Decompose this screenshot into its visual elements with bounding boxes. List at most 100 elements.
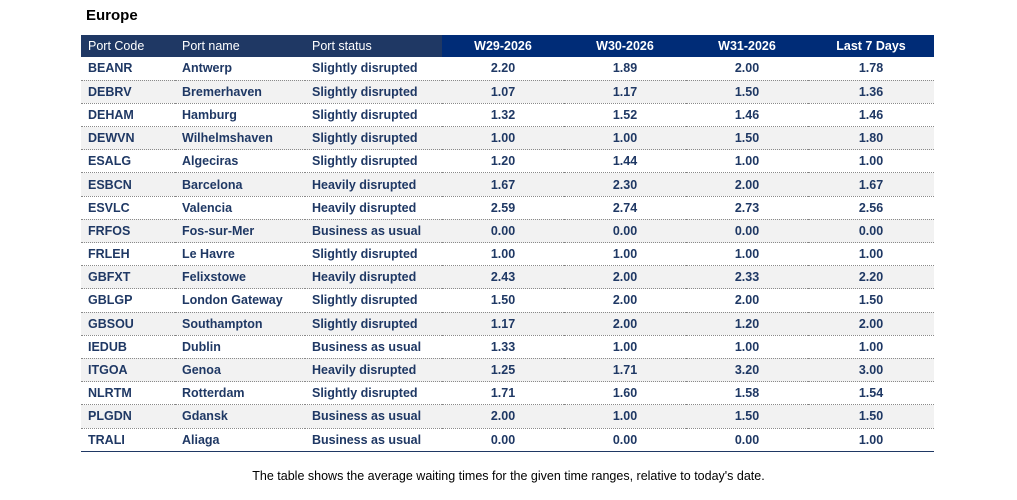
w30-cell: 1.00 (564, 404, 686, 429)
last-7-days-cell: 1.00 (808, 242, 934, 267)
port-name-cell: Valencia (175, 196, 305, 220)
last-7-days-cell: 1.80 (808, 126, 934, 151)
port-status-cell: Business as usual (305, 428, 442, 452)
port-status-cell: Slightly disrupted (305, 381, 442, 406)
table-row: IEDUB Dublin Business as usual 1.33 1.00 1.00… (81, 335, 934, 359)
last-7-days-cell: 1.50 (808, 404, 934, 429)
table-row: PLGDN Gdansk Business as usual 2.00 1.00 1.50… (81, 404, 934, 429)
port-name-cell: Le Havre (175, 242, 305, 267)
col-header-last-7-days[interactable]: Last 7 Days (808, 35, 934, 57)
table-row: DEBRV Bremerhaven Slightly disrupted 1.07 1.… (81, 80, 934, 104)
table-row: DEWVN Wilhelmshaven Slightly disrupted 1.00… (81, 126, 934, 151)
port-code-cell: FRLEH (81, 242, 175, 267)
last-7-days-cell: 2.56 (808, 196, 934, 220)
col-header-port-status[interactable]: Port status (305, 35, 442, 57)
port-waiting-table: Port Code Port name Port status W29-2026… (81, 35, 934, 452)
port-status-cell: Slightly disrupted (305, 288, 442, 313)
port-code-cell: TRALI (81, 428, 175, 452)
last-7-days-cell: 1.50 (808, 288, 934, 313)
w31-cell: 1.00 (686, 335, 808, 359)
last-7-days-cell: 1.78 (808, 57, 934, 81)
w31-cell: 1.20 (686, 312, 808, 336)
port-name-cell: London Gateway (175, 288, 305, 313)
col-header-w31[interactable]: W31-2026 (686, 35, 808, 57)
w29-cell: 1.67 (442, 172, 564, 197)
table-row: FRLEH Le Havre Slightly disrupted 1.00 1.00 1… (81, 242, 934, 267)
port-name-cell: Algeciras (175, 149, 305, 174)
col-header-w29[interactable]: W29-2026 (442, 35, 564, 57)
w30-cell: 2.00 (564, 288, 686, 313)
port-name-cell: Antwerp (175, 57, 305, 81)
port-code-cell: DEBRV (81, 80, 175, 104)
port-status-cell: Business as usual (305, 335, 442, 359)
w30-cell: 1.00 (564, 126, 686, 151)
w30-cell: 1.60 (564, 381, 686, 406)
w29-cell: 1.25 (442, 358, 564, 383)
last-7-days-cell: 1.00 (808, 428, 934, 452)
port-code-cell: IEDUB (81, 335, 175, 359)
port-status-cell: Heavily disrupted (305, 196, 442, 220)
w31-cell: 2.00 (686, 288, 808, 313)
last-7-days-cell: 2.20 (808, 265, 934, 290)
last-7-days-cell: 1.54 (808, 381, 934, 406)
port-name-cell: Fos-sur-Mer (175, 219, 305, 244)
table-row: TRALI Aliaga Business as usual 0.00 0.00 0.00… (81, 428, 934, 452)
w30-cell: 1.44 (564, 149, 686, 174)
port-status-cell: Slightly disrupted (305, 149, 442, 174)
col-header-w30[interactable]: W30-2026 (564, 35, 686, 57)
last-7-days-cell: 2.00 (808, 312, 934, 336)
port-name-cell: Hamburg (175, 103, 305, 128)
table-row: DEHAM Hamburg Slightly disrupted 1.32 1.52 1.… (81, 103, 934, 128)
port-code-cell: DEHAM (81, 103, 175, 128)
port-name-cell: Barcelona (175, 172, 305, 197)
port-name-cell: Felixstowe (175, 265, 305, 290)
port-code-cell: DEWVN (81, 126, 175, 151)
port-name-cell: Bremerhaven (175, 80, 305, 104)
w31-cell: 3.20 (686, 358, 808, 383)
table-row: GBSOU Southampton Slightly disrupted 1.17 2.… (81, 312, 934, 336)
port-code-cell: GBLGP (81, 288, 175, 313)
w31-cell: 0.00 (686, 219, 808, 244)
w29-cell: 1.20 (442, 149, 564, 174)
port-code-cell: BEANR (81, 57, 175, 81)
port-status-cell: Slightly disrupted (305, 242, 442, 267)
w30-cell: 2.74 (564, 196, 686, 220)
w31-cell: 1.46 (686, 103, 808, 128)
table-row: GBFXT Felixstowe Heavily disrupted 2.43 2.00… (81, 265, 934, 290)
w30-cell: 1.17 (564, 80, 686, 104)
port-status-cell: Slightly disrupted (305, 312, 442, 336)
table-row: FRFOS Fos-sur-Mer Business as usual 0.00 0.0… (81, 219, 934, 244)
w30-cell: 0.00 (564, 428, 686, 452)
table-row: ESBCN Barcelona Heavily disrupted 1.67 2.30 2… (81, 172, 934, 197)
w29-cell: 1.32 (442, 103, 564, 128)
w29-cell: 1.17 (442, 312, 564, 336)
region-title: Europe (86, 7, 138, 24)
col-header-port-code[interactable]: Port Code (81, 35, 175, 57)
w30-cell: 1.00 (564, 242, 686, 267)
w31-cell: 2.00 (686, 172, 808, 197)
port-status-cell: Heavily disrupted (305, 358, 442, 383)
table-row: BEANR Antwerp Slightly disrupted 2.20 1.89 2.… (81, 57, 934, 81)
port-name-cell: Southampton (175, 312, 305, 336)
port-code-cell: ESALG (81, 149, 175, 174)
w31-cell: 1.00 (686, 149, 808, 174)
table-row: ESVLC Valencia Heavily disrupted 2.59 2.74 2.… (81, 196, 934, 220)
w30-cell: 1.00 (564, 335, 686, 359)
table-row: ITGOA Genoa Heavily disrupted 1.25 1.71 3.20 3… (81, 358, 934, 383)
w31-cell: 2.73 (686, 196, 808, 220)
w29-cell: 1.00 (442, 126, 564, 151)
port-status-cell: Slightly disrupted (305, 103, 442, 128)
port-status-cell: Slightly disrupted (305, 80, 442, 104)
last-7-days-cell: 1.67 (808, 172, 934, 197)
last-7-days-cell: 1.00 (808, 149, 934, 174)
w31-cell: 1.50 (686, 80, 808, 104)
w29-cell: 0.00 (442, 428, 564, 452)
port-status-cell: Heavily disrupted (305, 172, 442, 197)
w31-cell: 1.58 (686, 381, 808, 406)
w29-cell: 2.59 (442, 196, 564, 220)
w29-cell: 1.07 (442, 80, 564, 104)
w31-cell: 1.50 (686, 404, 808, 429)
port-status-cell: Business as usual (305, 404, 442, 429)
last-7-days-cell: 3.00 (808, 358, 934, 383)
col-header-port-name[interactable]: Port name (175, 35, 305, 57)
